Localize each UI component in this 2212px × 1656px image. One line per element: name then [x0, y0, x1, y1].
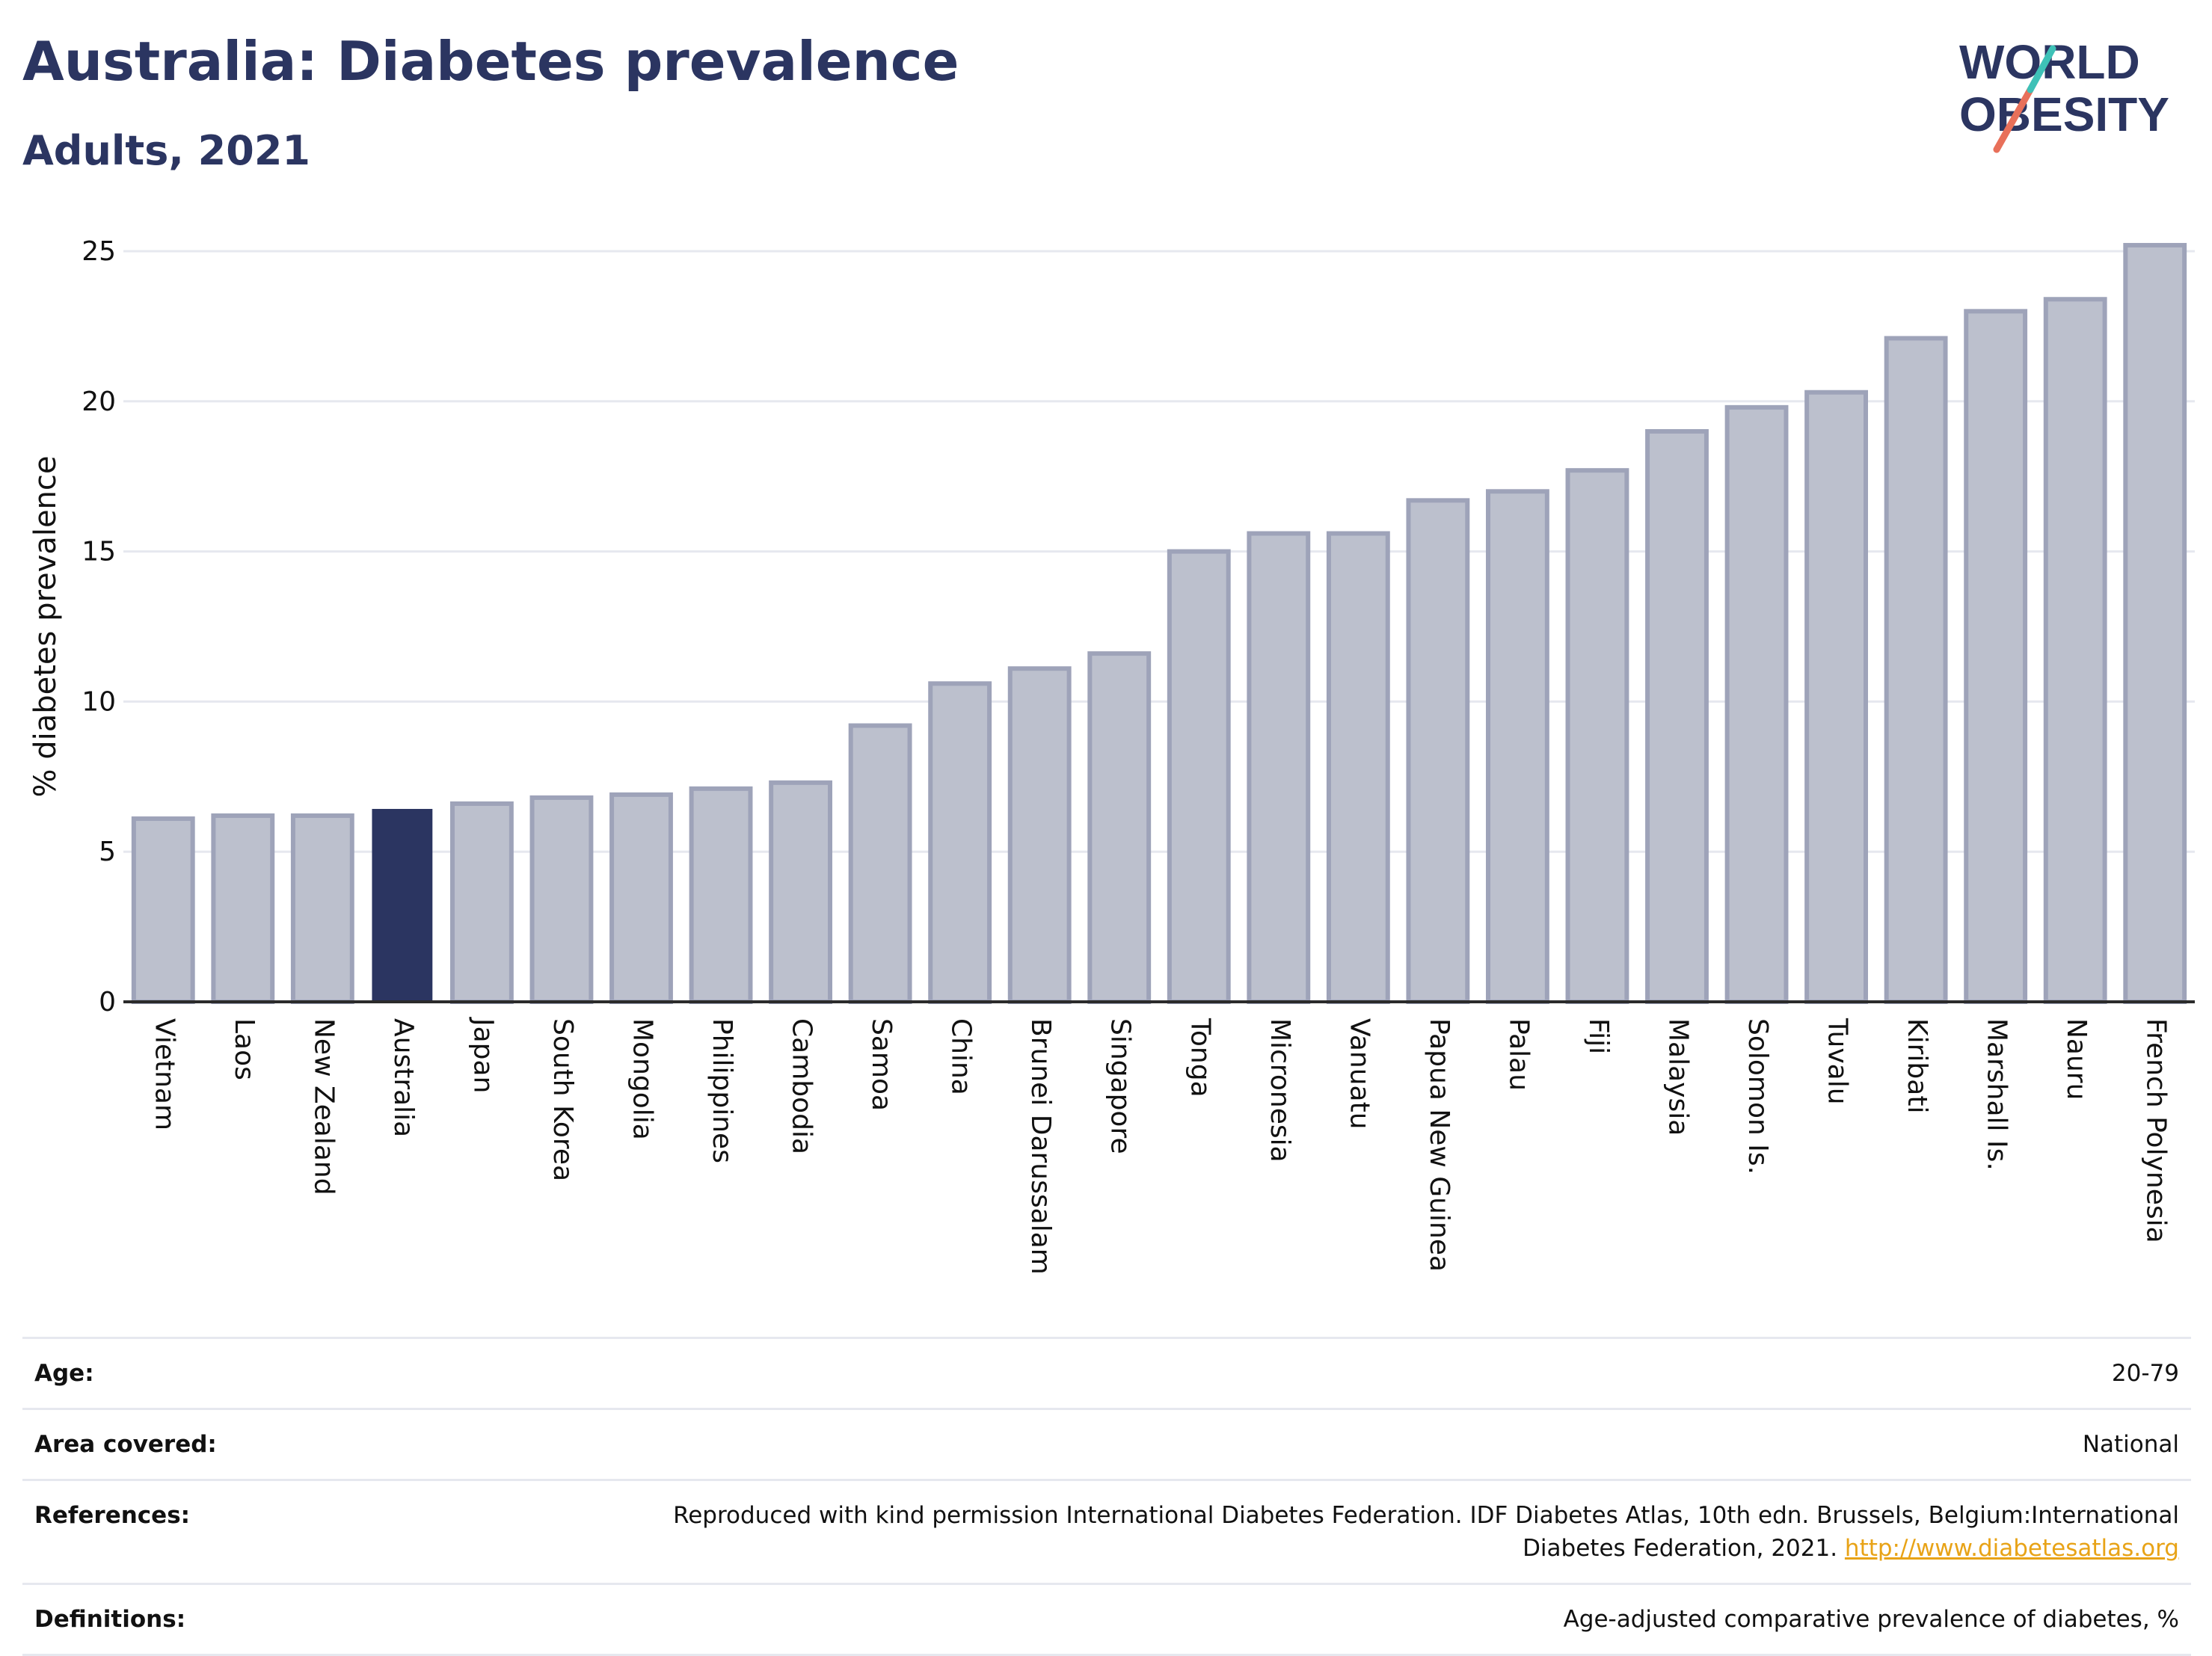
bar: [1007, 666, 1072, 1004]
bar: [450, 801, 514, 1004]
x-tick-label: Mongolia: [627, 1018, 658, 1140]
references-text: Reproduced with kind permission Internat…: [673, 1502, 2179, 1562]
bar: [1724, 404, 1789, 1004]
definitions-label: Definitions:: [34, 1606, 186, 1633]
bar: [131, 816, 195, 1005]
definitions-value: Age-adjusted comparative prevalence of d…: [1563, 1606, 2179, 1633]
y-axis-label: % diabetes prevalence: [28, 455, 63, 797]
bar: [1326, 531, 1390, 1004]
x-tick-label: French Polynesia: [2141, 1018, 2172, 1243]
bar: [609, 792, 673, 1004]
bar: [1565, 468, 1629, 1004]
x-tick-label: Tuvalu: [1822, 1018, 1853, 1105]
x-tick-label: Laos: [229, 1018, 259, 1080]
bar: [1804, 390, 1868, 1004]
y-tick-label: 15: [82, 537, 116, 567]
bar: [1645, 428, 1709, 1004]
references-link[interactable]: http://www.diabetesatlas.org: [1844, 1535, 2179, 1562]
bar: [1964, 309, 2028, 1004]
info-row-area: Area covered: National: [22, 1408, 2191, 1479]
logo-line-1: WORLD: [1959, 35, 2140, 89]
y-tick-label: 20: [82, 387, 116, 417]
x-tick-label: China: [946, 1018, 977, 1095]
age-value: 20-79: [2111, 1360, 2179, 1387]
info-row-age: Age: 20-79: [22, 1337, 2191, 1408]
bar: [848, 723, 912, 1004]
x-tick-label: Vietnam: [149, 1018, 179, 1130]
x-tick-label: Papua New Guinea: [1424, 1018, 1454, 1272]
page-subtitle: Adults, 2021: [22, 127, 310, 174]
info-table: Age: 20-79 Area covered: National Refere…: [22, 1337, 2191, 1656]
bar: [2123, 242, 2187, 1004]
x-tick-label: South Korea: [547, 1018, 578, 1181]
logo-coral-slash: [1993, 86, 2034, 153]
info-row-references: References: Reproduced with kind permiss…: [22, 1479, 2191, 1583]
x-tick-label: Australia: [388, 1018, 419, 1137]
x-tick-label: Japan: [467, 1017, 498, 1093]
bar: [1087, 651, 1152, 1004]
area-label: Area covered:: [34, 1431, 217, 1458]
bar-chart: 0 5 10 15 20 25 % diabetes prevalence Vietnam La…: [28, 236, 2195, 1275]
x-tick-label: Vanuatu: [1344, 1018, 1374, 1130]
x-tick-label: Samoa: [866, 1018, 897, 1111]
x-tick-label: New Zealand: [308, 1018, 339, 1195]
bar: [2043, 297, 2107, 1005]
x-tick-label: Cambodia: [787, 1018, 817, 1154]
y-tick-label: 10: [82, 686, 116, 717]
logo-line-2: OBESITY: [1959, 87, 2169, 141]
x-tick-label: Palau: [1503, 1018, 1534, 1091]
age-label: Age:: [34, 1360, 94, 1387]
x-tick-label: Nauru: [2061, 1018, 2092, 1100]
bar: [1406, 498, 1470, 1004]
x-tick-label: Kiribati: [1902, 1018, 1932, 1113]
references-value: Reproduced with kind permission Internat…: [654, 1499, 2179, 1565]
references-label: References:: [34, 1502, 191, 1529]
logo-teal-slash: [2027, 45, 2056, 93]
bar: [1167, 549, 1231, 1004]
info-row-definitions: Definitions: Age-adjusted comparative pr…: [22, 1583, 2191, 1656]
x-tick-label: Malaysia: [1663, 1018, 1694, 1136]
bar: [1486, 489, 1549, 1004]
x-tick-label: Micronesia: [1265, 1018, 1295, 1163]
bar: [1247, 531, 1311, 1004]
x-tick-label: Singapore: [1105, 1018, 1136, 1154]
bar: [769, 780, 832, 1005]
bar: [1884, 336, 1948, 1004]
bar: [689, 786, 753, 1004]
x-tick-label: Marshall Is.: [1982, 1018, 2012, 1171]
bar-highlighted: [372, 808, 433, 1003]
bar: [290, 813, 354, 1005]
bar: [529, 795, 594, 1004]
bar: [211, 813, 275, 1005]
bar: [928, 681, 992, 1005]
page-title: Australia: Diabetes prevalence: [22, 30, 959, 93]
y-tick-label: 5: [99, 837, 116, 867]
y-tick-label: 25: [82, 236, 116, 267]
x-tick-label: Fiji: [1583, 1018, 1614, 1054]
x-tick-label: Tonga: [1185, 1018, 1215, 1098]
x-tick-label: Philippines: [707, 1018, 737, 1163]
y-tick-label: 0: [99, 987, 116, 1018]
x-tick-label: Solomon Is.: [1742, 1018, 1773, 1175]
area-value: National: [2082, 1431, 2179, 1458]
x-tick-label: Brunei Darussalam: [1025, 1018, 1056, 1275]
world-obesity-logo: WORLD OBESITY: [1959, 35, 2169, 153]
